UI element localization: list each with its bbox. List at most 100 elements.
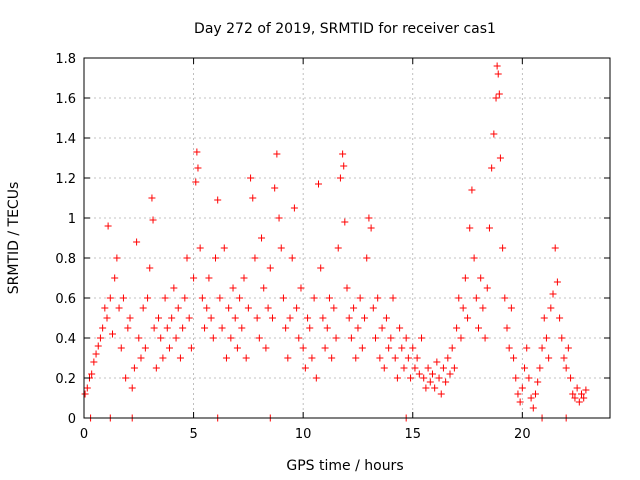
data-point — [350, 304, 358, 312]
data-point — [518, 384, 526, 392]
data-point — [227, 334, 235, 342]
x-tick-label: 10 — [295, 427, 312, 442]
data-point — [490, 130, 498, 138]
data-point — [203, 304, 211, 312]
data-point — [295, 334, 303, 342]
data-point — [398, 344, 406, 352]
data-point — [470, 254, 478, 262]
plot-frame — [83, 57, 611, 419]
y-axis-label: SRMTID / TECUs — [6, 182, 22, 295]
data-point — [361, 314, 369, 322]
data-point — [321, 344, 329, 352]
data-point — [185, 314, 193, 322]
data-point — [236, 294, 244, 302]
data-point — [578, 390, 586, 398]
data-point — [340, 162, 348, 170]
data-point — [99, 324, 107, 332]
data-point — [225, 304, 233, 312]
data-point — [284, 354, 292, 362]
data-point — [494, 70, 502, 78]
data-point — [499, 244, 507, 252]
data-point — [332, 334, 340, 342]
data-point — [529, 404, 537, 412]
data-point — [325, 294, 333, 302]
data-point — [264, 304, 272, 312]
data-point — [152, 364, 160, 372]
data-point — [363, 254, 371, 262]
data-point — [275, 214, 283, 222]
data-point — [111, 274, 119, 282]
data-point — [159, 354, 167, 362]
data-point — [475, 324, 482, 332]
data-point — [207, 314, 215, 322]
data-point — [113, 254, 121, 262]
data-point — [493, 62, 501, 70]
data-point — [187, 344, 195, 352]
data-point — [141, 344, 149, 352]
data-point — [553, 278, 561, 286]
data-points — [81, 62, 590, 422]
data-point — [92, 350, 100, 358]
gridlines — [84, 58, 610, 418]
data-point — [88, 370, 96, 378]
data-point — [146, 264, 154, 272]
data-point — [523, 344, 531, 352]
data-point — [382, 314, 390, 322]
data-point — [411, 364, 419, 372]
y-tick-label: 1 — [68, 212, 76, 227]
data-point — [538, 344, 546, 352]
data-point — [205, 274, 213, 282]
data-point — [369, 304, 377, 312]
y-tick-label: 0.6 — [55, 292, 76, 307]
y-tick-label: 1.6 — [55, 92, 76, 107]
data-point — [516, 398, 524, 406]
data-point — [521, 364, 529, 372]
data-point — [124, 324, 132, 332]
data-point — [560, 354, 568, 362]
data-point — [345, 314, 353, 322]
data-point — [457, 334, 465, 342]
data-point — [575, 398, 583, 406]
data-point — [260, 284, 268, 292]
data-point — [155, 314, 163, 322]
data-point — [367, 224, 375, 232]
data-point — [336, 174, 344, 182]
data-point — [580, 394, 588, 402]
data-point — [488, 164, 496, 172]
data-point — [192, 178, 200, 186]
data-point — [253, 314, 261, 322]
data-point — [402, 334, 410, 342]
data-point — [94, 342, 102, 350]
data-point — [212, 254, 219, 262]
data-point — [288, 254, 296, 262]
data-point — [222, 354, 230, 362]
data-point — [461, 274, 469, 282]
data-point — [304, 314, 312, 322]
data-point — [573, 384, 581, 392]
data-point — [558, 334, 566, 342]
data-point — [170, 284, 178, 292]
data-point — [418, 334, 426, 342]
data-point — [242, 354, 250, 362]
data-point — [193, 148, 201, 156]
data-point — [108, 330, 116, 338]
data-point — [477, 274, 485, 282]
data-point — [148, 194, 156, 202]
data-point — [442, 378, 450, 386]
data-point — [531, 390, 539, 398]
data-point — [365, 214, 373, 222]
data-point — [258, 234, 266, 242]
data-point — [393, 374, 401, 382]
data-point — [396, 324, 404, 332]
data-point — [472, 294, 480, 302]
data-point — [485, 224, 493, 232]
data-point — [536, 364, 544, 372]
data-point — [459, 304, 467, 312]
data-point — [271, 184, 279, 192]
data-point — [216, 294, 224, 302]
data-point — [455, 294, 463, 302]
data-point — [176, 354, 184, 362]
data-point — [282, 324, 290, 332]
data-point — [444, 354, 452, 362]
x-tick-label: 5 — [189, 427, 197, 442]
